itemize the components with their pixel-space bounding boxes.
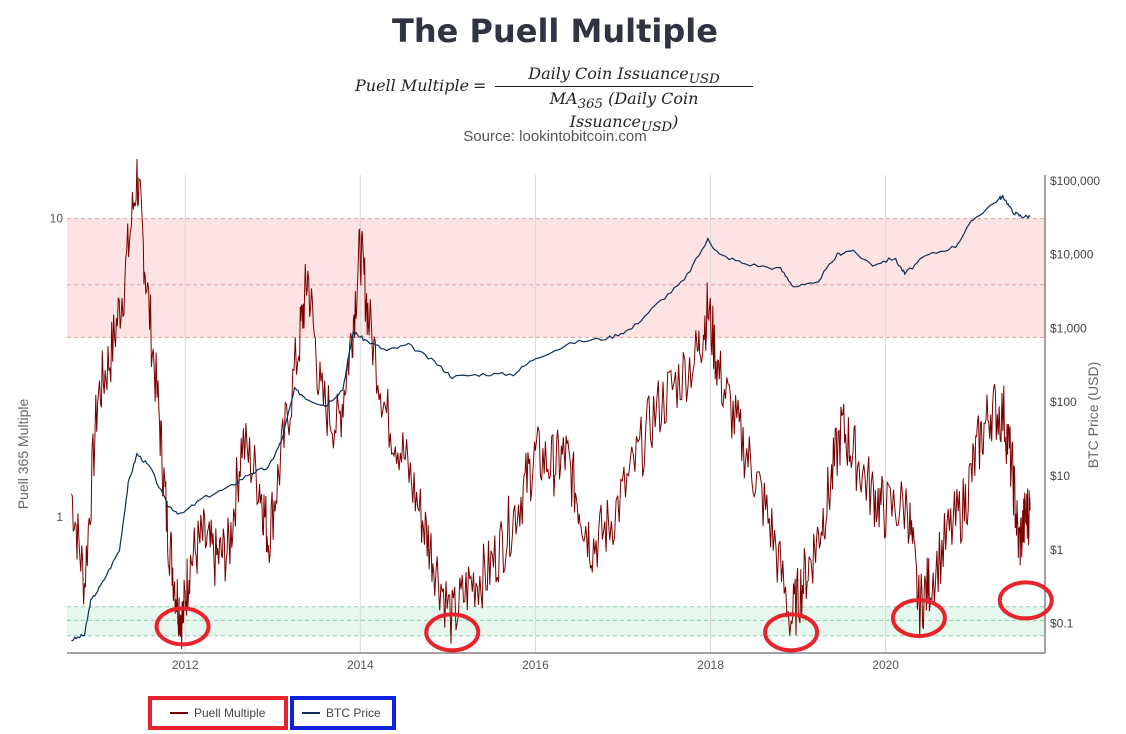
legend-item-puell[interactable]: Puell Multiple — [148, 696, 288, 730]
formula-equals: = — [473, 76, 487, 95]
formula-den-prefix: MA — [549, 89, 578, 108]
annotation-circle-3 — [890, 598, 947, 639]
legend-label-btc: BTC Price — [326, 706, 381, 720]
formula-den-suffix: ) — [672, 112, 679, 132]
right-tick-label-0: $100,000 — [1050, 174, 1100, 188]
right-tick-label-6: $0.1 — [1050, 617, 1074, 631]
annotation-circle-0 — [154, 606, 211, 647]
series-line-btc — [71, 194, 1031, 642]
annotation-circle-4 — [997, 580, 1054, 621]
formula-den-sub2: USD — [641, 120, 673, 136]
formula-lhs: Puell Multiple — [355, 76, 470, 95]
annotation-circle-1 — [424, 612, 481, 653]
formula-numerator: Daily Coin IssuanceUSD — [495, 64, 753, 87]
left-tick-label-1: 1 — [56, 510, 63, 524]
formula-denominator: MA365 (Daily Coin IssuanceUSD) — [495, 89, 753, 135]
chart-title: The Puell Multiple — [392, 12, 718, 50]
puell-formula: Puell Multiple = Daily Coin IssuanceUSD … — [355, 62, 775, 135]
right-tick-label-5: $1 — [1050, 543, 1064, 557]
formula-fraction-bar — [495, 86, 753, 87]
right-tick-label-4: $10 — [1050, 469, 1070, 483]
legend-label-puell: Puell Multiple — [194, 706, 266, 720]
right-tick-label-1: $10,000 — [1050, 248, 1094, 262]
right-axis-label: BTC Price (USD) — [1085, 362, 1101, 469]
legend-swatch-btc — [302, 712, 320, 714]
x-tick-label-2016: 2016 — [522, 658, 549, 672]
legend-swatch-puell — [170, 712, 188, 714]
left-tick-label-10: 10 — [50, 212, 64, 226]
x-tick-label-2014: 2014 — [347, 658, 374, 672]
band-green — [67, 606, 1045, 636]
right-tick-label-3: $100 — [1050, 395, 1077, 409]
right-tick-label-2: $1,000 — [1050, 321, 1087, 335]
series-line-puell — [70, 158, 1031, 650]
band-red — [67, 218, 1045, 338]
legend-item-btc[interactable]: BTC Price — [290, 696, 396, 730]
chart-source: Source: lookintobitcoin.com — [463, 128, 647, 145]
annotation-circle-2 — [763, 612, 820, 653]
x-tick-label-2012: 2012 — [172, 658, 199, 672]
x-tick-label-2020: 2020 — [872, 658, 899, 672]
formula-numerator-text: Daily Coin Issuance — [528, 64, 689, 83]
formula-den-mid: (Daily Coin Issuance — [569, 89, 699, 132]
x-tick-label-2018: 2018 — [697, 658, 724, 672]
formula-numerator-sub: USD — [688, 72, 720, 88]
formula-den-sub1: 365 — [577, 97, 604, 113]
left-axis-label: Puell 365 Multiple — [15, 399, 31, 510]
